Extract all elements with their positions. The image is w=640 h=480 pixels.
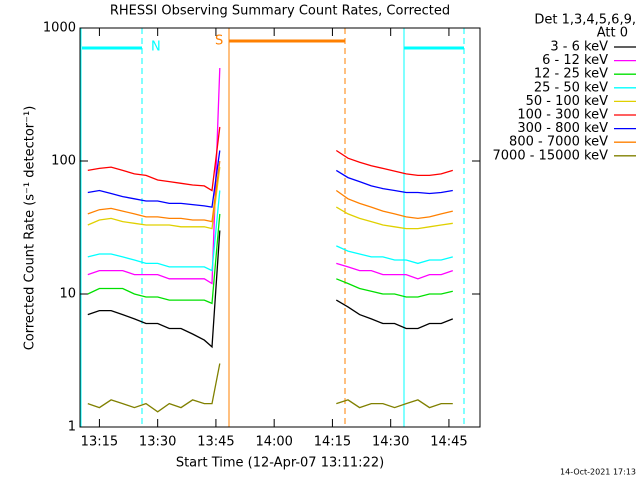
- y-tick-label: 1000: [43, 21, 76, 36]
- plot-frame: [79, 27, 481, 428]
- legend-title: Att 0: [597, 26, 628, 41]
- legend-label: 800 - 7000 keV: [509, 135, 608, 150]
- footer-date: 14-Oct-2021 17:13: [560, 468, 636, 477]
- x-tick-label: 14:15: [314, 435, 351, 450]
- legend-label: 12 - 25 keV: [534, 67, 608, 82]
- legend-label: 50 - 100 keV: [526, 94, 609, 109]
- series-line: [87, 213, 453, 305]
- y-tick-label: 100: [51, 154, 76, 169]
- legend-label: 100 - 300 keV: [517, 108, 608, 123]
- annotation: N: [151, 40, 161, 55]
- x-tick-label: 14:00: [255, 435, 292, 450]
- x-tick-label: 13:45: [197, 435, 234, 450]
- series-line: [87, 150, 453, 208]
- annotation: S: [215, 34, 223, 49]
- y-axis-label: Corrected Count Rate (s⁻¹ detector⁻¹): [23, 106, 38, 351]
- y-tick-label: 1: [68, 420, 76, 435]
- series-line: [87, 190, 453, 272]
- y-tick-label: 10: [59, 287, 76, 302]
- annotations: N S: [80, 28, 465, 427]
- series-line: [87, 363, 453, 413]
- series-line: [87, 230, 454, 349]
- series-line: [87, 126, 453, 192]
- legend-label: 25 - 50 keV: [534, 80, 608, 95]
- legend-label: 7000 - 15000 keV: [493, 148, 609, 163]
- series-line: [87, 67, 454, 285]
- x-tick-label: 13:15: [81, 435, 118, 450]
- x-tick-label: 14:45: [430, 435, 467, 450]
- series-line: [87, 160, 453, 223]
- legend-label: 6 - 12 keV: [542, 53, 608, 68]
- x-axis-label: Start Time (12-Apr-07 13:11:22): [176, 456, 384, 471]
- legend-label: 300 - 800 keV: [517, 121, 608, 136]
- x-tick-label: 13:30: [139, 435, 176, 450]
- legend-label: 3 - 6 keV: [550, 40, 608, 55]
- series-line: [87, 167, 453, 230]
- x-tick-label: 14:30: [372, 435, 409, 450]
- chart-title: RHESSI Observing Summary Count Rates, Co…: [110, 4, 450, 19]
- legend-title: Det 1,3,4,5,6,9,: [534, 13, 636, 28]
